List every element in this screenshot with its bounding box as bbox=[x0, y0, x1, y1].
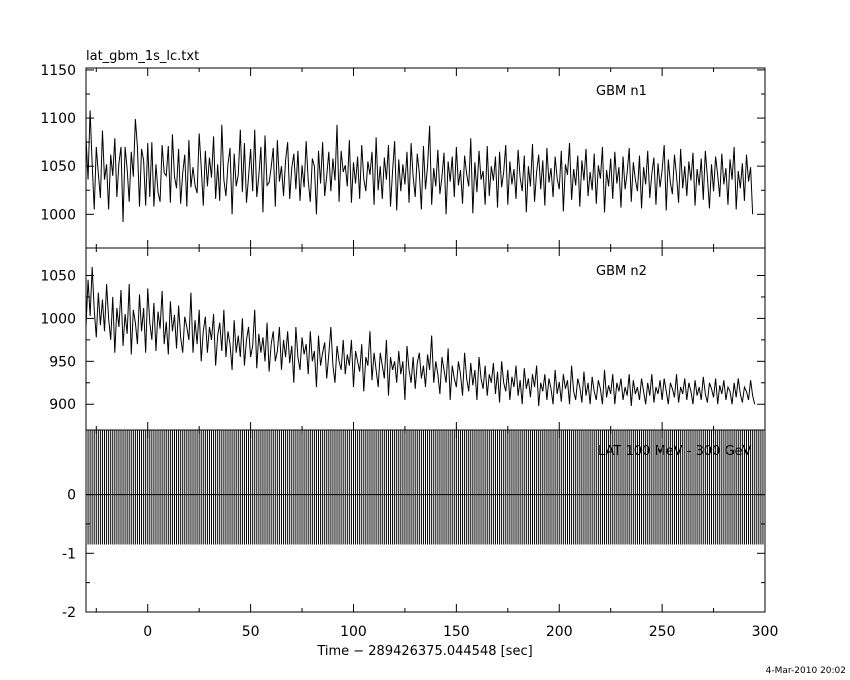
xtick-label: 250 bbox=[649, 624, 676, 640]
xtick-label: 150 bbox=[443, 624, 470, 640]
xtick-label: 50 bbox=[242, 624, 260, 640]
lat-ytick-label: -2 bbox=[62, 605, 76, 621]
gbm-n2-ytick-label: 1000 bbox=[40, 311, 76, 327]
gbm-n1-ytick-label: 1100 bbox=[40, 111, 76, 127]
gbm-n2-ytick-label: 1050 bbox=[40, 268, 76, 284]
gbm-n1-ytick-label: 1050 bbox=[40, 159, 76, 175]
gbm-n1-ytick-label: 1000 bbox=[40, 207, 76, 223]
gbm-n2-ytick-label: 950 bbox=[49, 354, 76, 370]
gbm-n1-series-line bbox=[86, 110, 754, 223]
xtick-label: 300 bbox=[752, 624, 779, 640]
xtick-label: 100 bbox=[340, 624, 367, 640]
gbm-n2-series-line bbox=[86, 266, 756, 407]
lat-ytick-label: -1 bbox=[62, 546, 76, 562]
xtick-label: 0 bbox=[143, 624, 152, 640]
file-title: lat_gbm_1s_lc.txt bbox=[86, 49, 199, 64]
gbm-n2-series-label: GBM n2 bbox=[596, 264, 647, 279]
gbm-n2-panel-frame bbox=[85, 247, 766, 431]
gbm-n1-ytick-label: 1150 bbox=[40, 63, 76, 79]
lat-bins bbox=[86, 430, 765, 545]
gbm-n2-ytick-label: 900 bbox=[49, 397, 76, 413]
lat-series-label: LAT 100 MeV - 300 GeV bbox=[598, 444, 752, 459]
gbm-n1-series-label: GBM n1 bbox=[596, 84, 647, 99]
xtick-label: 200 bbox=[546, 624, 573, 640]
timestamp: 4-Mar-2010 20:02 bbox=[766, 666, 846, 676]
x-axis-label: Time − 289426375.044548 [sec] bbox=[316, 644, 532, 659]
lat-ytick-label: 0 bbox=[67, 488, 76, 504]
lat-panel-frame-overlay bbox=[85, 429, 766, 613]
